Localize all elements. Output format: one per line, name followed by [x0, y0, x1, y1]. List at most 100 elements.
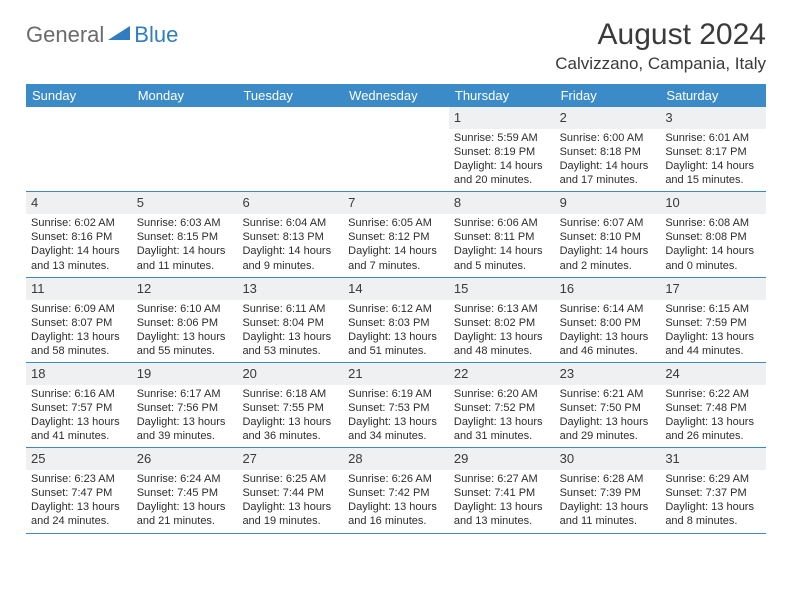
day-info: Sunrise: 6:13 AMSunset: 8:02 PMDaylight:…	[454, 302, 550, 358]
day-number: 22	[454, 366, 468, 381]
day-number-row: 8	[449, 192, 555, 214]
calendar-cell: 1Sunrise: 5:59 AMSunset: 8:19 PMDaylight…	[449, 107, 555, 191]
day-number-row: 3	[660, 107, 766, 129]
day-number-row: 29	[449, 448, 555, 470]
day-number-row: 12	[132, 278, 238, 300]
calendar-cell: 5Sunrise: 6:03 AMSunset: 8:15 PMDaylight…	[132, 192, 238, 276]
day-info: Sunrise: 6:06 AMSunset: 8:11 PMDaylight:…	[454, 216, 550, 272]
day-info: Sunrise: 6:22 AMSunset: 7:48 PMDaylight:…	[665, 387, 761, 443]
day-info: Sunrise: 6:03 AMSunset: 8:15 PMDaylight:…	[137, 216, 233, 272]
daylight-line: Daylight: 14 hours and 7 minutes.	[348, 245, 437, 271]
calendar-cell	[26, 107, 132, 191]
day-info: Sunrise: 6:09 AM Sunset: 8:07 PM Daylight:…	[31, 302, 127, 358]
calendar-cell: 28Sunrise: 6:26 AMSunset: 7:42 PMDayligh…	[343, 448, 449, 532]
location: Calvizzano, Campania, Italy	[555, 54, 766, 74]
sunset-line: Sunset: 7:48 PM	[665, 402, 746, 414]
sunset-line: Sunset: 8:07 PM	[31, 317, 112, 329]
calendar-week: 18Sunrise: 6:16 AMSunset: 7:57 PMDayligh…	[26, 363, 766, 448]
daylight-line: Daylight: 13 hours and 58 minutes.	[31, 331, 120, 357]
calendar-cell: 9Sunrise: 6:07 AMSunset: 8:10 PMDaylight…	[555, 192, 661, 276]
logo-text-blue: Blue	[134, 22, 178, 48]
day-number: 12	[137, 281, 151, 296]
calendar-cell: 25Sunrise: 6:23 AMSunset: 7:47 PMDayligh…	[26, 448, 132, 532]
day-number-row: 25	[26, 448, 132, 470]
calendar-cell	[237, 107, 343, 191]
day-info: Sunrise: 6:27 AMSunset: 7:41 PMDaylight:…	[454, 472, 550, 528]
sunset-line: Sunset: 8:16 PM	[31, 231, 112, 243]
daylight-line: Daylight: 13 hours and 24 minutes.	[31, 501, 120, 527]
day-number: 11	[31, 281, 45, 296]
day-number-row: 6	[237, 192, 343, 214]
day-number-row: 9	[555, 192, 661, 214]
calendar-cell: 8Sunrise: 6:06 AMSunset: 8:11 PMDaylight…	[449, 192, 555, 276]
sunrise-line: Sunrise: 6:10 AM	[137, 303, 221, 315]
day-number-row: 23	[555, 363, 661, 385]
calendar-cell: 10Sunrise: 6:08 AMSunset: 8:08 PMDayligh…	[660, 192, 766, 276]
daylight-line: Daylight: 14 hours and 15 minutes.	[665, 160, 754, 186]
daylight-line: Daylight: 14 hours and 5 minutes.	[454, 245, 543, 271]
sunrise-line: Sunrise: 6:09 AM	[31, 303, 115, 315]
sunrise-line: Sunrise: 6:03 AM	[137, 217, 221, 229]
calendar-week: 1Sunrise: 5:59 AMSunset: 8:19 PMDaylight…	[26, 107, 766, 192]
day-header: Saturday	[660, 84, 766, 107]
day-number: 3	[665, 110, 672, 125]
sunset-line: Sunset: 7:52 PM	[454, 402, 535, 414]
daylight-line: Daylight: 14 hours and 13 minutes.	[31, 245, 120, 271]
day-info: Sunrise: 6:12 AM Sunset: 8:03 PM Daylight:…	[348, 302, 444, 358]
day-number: 16	[560, 281, 574, 296]
day-number-row: 13	[237, 278, 343, 300]
day-header: Monday	[132, 84, 238, 107]
sunrise-line: Sunrise: 6:04 AM	[242, 217, 326, 229]
day-info: Sunrise: 6:16 AMSunset: 7:57 PMDaylight:…	[31, 387, 127, 443]
calendar-cell: 7Sunrise: 6:05 AMSunset: 8:12 PMDaylight…	[343, 192, 449, 276]
sunrise-line: Sunrise: 6:26 AM	[348, 473, 432, 485]
daylight-line: Daylight: 13 hours and 36 minutes.	[242, 416, 331, 442]
daylight-line: Daylight: 13 hours and 26 minutes.	[665, 416, 754, 442]
calendar-cell: 27Sunrise: 6:25 AMSunset: 7:44 PMDayligh…	[237, 448, 343, 532]
day-info: Sunrise: 6:18 AMSunset: 7:55 PMDaylight:…	[242, 387, 338, 443]
day-number-row: 19	[132, 363, 238, 385]
day-number-row: 16	[555, 278, 661, 300]
day-number: 28	[348, 451, 362, 466]
title-block: August 2024 Calvizzano, Campania, Italy	[555, 18, 766, 74]
sunset-line: Sunset: 8:03 PM	[348, 317, 429, 329]
sunset-line: Sunset: 8:06 PM	[137, 317, 218, 329]
day-info: Sunrise: 6:17 AMSunset: 7:56 PMDaylight:…	[137, 387, 233, 443]
sunrise-line: Sunrise: 6:12 AM	[348, 303, 432, 315]
daylight-line: Daylight: 13 hours and 48 minutes.	[454, 331, 543, 357]
day-number-row: 20	[237, 363, 343, 385]
day-info: Sunrise: 6:15 AMSunset: 7:59 PMDaylight:…	[665, 302, 761, 358]
daylight-line: Daylight: 13 hours and 13 minutes.	[454, 501, 543, 527]
sunset-line: Sunset: 8:19 PM	[454, 146, 535, 158]
logo-text-general: General	[26, 22, 104, 48]
calendar-cell: 30Sunrise: 6:28 AMSunset: 7:39 PMDayligh…	[555, 448, 661, 532]
day-header-row: SundayMondayTuesdayWednesdayThursdayFrid…	[26, 84, 766, 107]
day-number: 23	[560, 366, 574, 381]
daylight-line: Daylight: 13 hours and 16 minutes.	[348, 501, 437, 527]
calendar-cell: 4Sunrise: 6:02 AMSunset: 8:16 PMDaylight…	[26, 192, 132, 276]
day-number: 30	[560, 451, 574, 466]
sunset-line: Sunset: 7:57 PM	[31, 402, 112, 414]
day-info: Sunrise: 6:11 AMSunset: 8:04 PMDaylight:…	[242, 302, 338, 358]
day-number-row: 30	[555, 448, 661, 470]
sunset-line: Sunset: 8:08 PM	[665, 231, 746, 243]
calendar-week: 11 Sunrise: 6:09 AM Sunset: 8:07 PM Dayligh…	[26, 278, 766, 363]
sunset-line: Sunset: 8:04 PM	[242, 317, 323, 329]
daylight-line: Daylight: 13 hours and 8 minutes.	[665, 501, 754, 527]
daylight-line: Daylight: 13 hours and 51 minutes.	[348, 331, 437, 357]
sunset-line: Sunset: 7:56 PM	[137, 402, 218, 414]
sunrise-line: Sunrise: 6:13 AM	[454, 303, 538, 315]
sunset-line: Sunset: 7:50 PM	[560, 402, 641, 414]
sunset-line: Sunset: 8:17 PM	[665, 146, 746, 158]
sunset-line: Sunset: 7:55 PM	[242, 402, 323, 414]
day-number-row: 22	[449, 363, 555, 385]
calendar-cell: 2Sunrise: 6:00 AMSunset: 8:18 PMDaylight…	[555, 107, 661, 191]
calendar-cell: 11 Sunrise: 6:09 AM Sunset: 8:07 PM Dayligh…	[26, 278, 132, 362]
calendar-cell: 24Sunrise: 6:22 AMSunset: 7:48 PMDayligh…	[660, 363, 766, 447]
day-number-row: 26	[132, 448, 238, 470]
sunset-line: Sunset: 7:45 PM	[137, 487, 218, 499]
sunrise-line: Sunrise: 6:23 AM	[31, 473, 115, 485]
daylight-line: Daylight: 14 hours and 9 minutes.	[242, 245, 331, 271]
day-header: Thursday	[449, 84, 555, 107]
daylight-line: Daylight: 14 hours and 20 minutes.	[454, 160, 543, 186]
